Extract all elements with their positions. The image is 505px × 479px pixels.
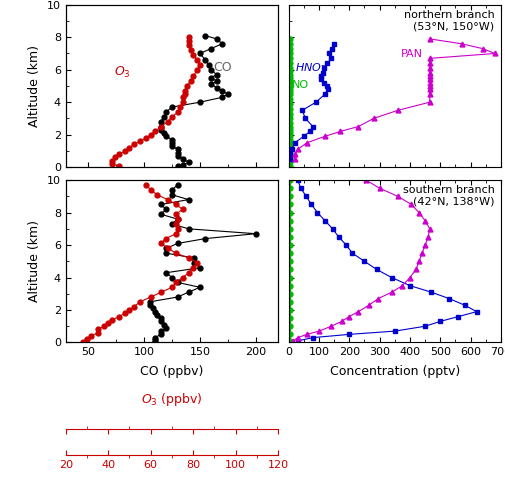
Text: northern branch
(53°N, 150°W): northern branch (53°N, 150°W) [403,10,493,31]
Text: PAN: PAN [400,49,422,59]
Text: CO: CO [213,61,231,74]
Text: southern branch
(42°N, 138°W): southern branch (42°N, 138°W) [402,185,493,206]
Y-axis label: Altitude (km): Altitude (km) [28,45,41,127]
Text: Concentration (pptv): Concentration (pptv) [329,365,459,378]
Text: CO (ppbv): CO (ppbv) [140,365,203,378]
Text: $O_3$: $O_3$ [114,65,130,80]
Text: $HNO_3$: $HNO_3$ [295,61,326,75]
Y-axis label: Altitude (km): Altitude (km) [28,220,41,302]
Text: $O_3$ (ppbv): $O_3$ (ppbv) [141,391,203,409]
Text: NO: NO [292,80,309,91]
